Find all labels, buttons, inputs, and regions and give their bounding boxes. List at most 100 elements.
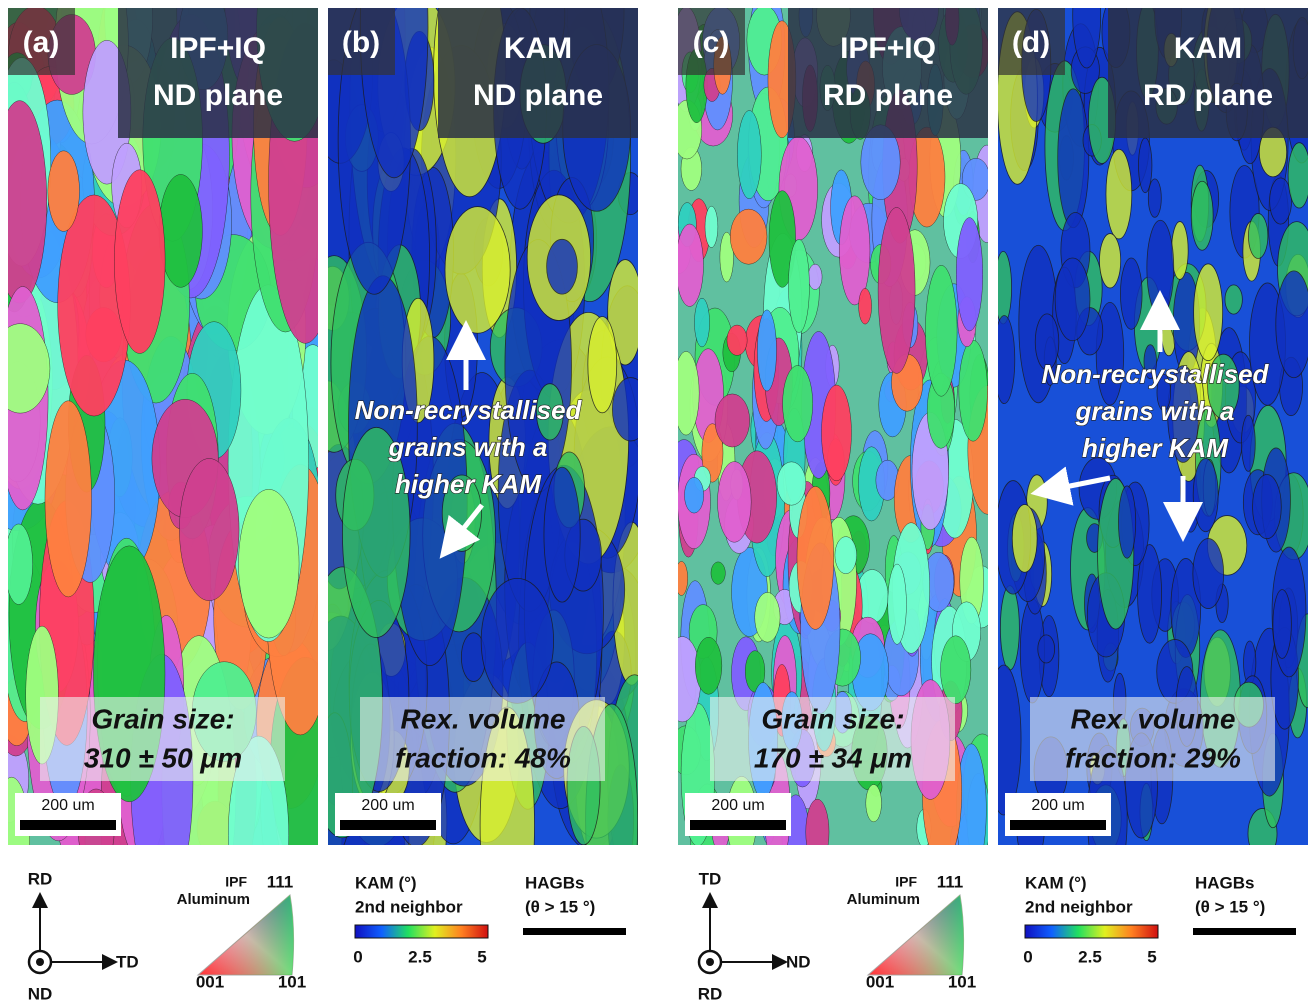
grain <box>543 466 581 603</box>
hagb-line <box>1193 928 1296 935</box>
grain <box>1156 373 1172 412</box>
grain <box>1192 458 1219 533</box>
grain <box>1037 634 1056 664</box>
grain <box>788 239 810 333</box>
grain <box>678 223 704 307</box>
kam-tick: 2.5 <box>1078 947 1102 966</box>
caption: Grain size: <box>91 703 234 734</box>
hagb-line <box>523 928 626 935</box>
grain <box>998 315 1016 405</box>
grain <box>1072 8 1102 69</box>
panel-title: RD plane <box>823 79 953 112</box>
caption-box <box>40 697 285 781</box>
kam-tick: 5 <box>1147 947 1156 966</box>
ipf-title: IPF <box>225 874 247 890</box>
grain <box>1167 365 1199 463</box>
grain <box>587 316 618 414</box>
grain <box>1192 538 1225 609</box>
annotation: grains with a <box>388 432 548 462</box>
annotation: Non-recrystallised <box>355 395 583 425</box>
grain <box>1099 233 1122 289</box>
grain <box>1120 257 1143 330</box>
hagb-subtitle: (θ > 15 °) <box>525 897 595 916</box>
grain <box>958 340 988 442</box>
grain <box>44 400 92 598</box>
axis-out <box>697 949 723 975</box>
caption-box <box>1030 697 1275 781</box>
kam-subtitle: 2nd neighbor <box>355 897 463 916</box>
label-box <box>998 8 1065 75</box>
kam-tick: 0 <box>353 947 362 966</box>
grain <box>998 251 1013 325</box>
grain <box>1095 301 1125 406</box>
grain <box>726 324 748 356</box>
panel-label: (a) <box>23 26 60 59</box>
scale-bar <box>690 820 786 830</box>
grain <box>1105 148 1133 240</box>
grain <box>694 297 710 348</box>
kam-title: KAM (°) <box>355 873 417 892</box>
grain <box>607 259 638 366</box>
grain <box>956 217 983 332</box>
grain <box>1146 219 1175 317</box>
grain <box>238 489 300 639</box>
grain <box>546 238 578 295</box>
caption: fraction: 29% <box>1065 742 1241 773</box>
grain <box>678 351 700 436</box>
grain <box>719 231 734 283</box>
grain <box>1275 270 1308 379</box>
grain <box>710 561 726 585</box>
grain <box>1224 284 1243 315</box>
grain <box>444 206 511 334</box>
ipf-triangle-overlay <box>868 895 964 975</box>
grain <box>1190 180 1214 251</box>
annotation: higher KAM <box>1082 433 1229 463</box>
grain <box>535 383 564 441</box>
panel-title: ND plane <box>473 79 603 112</box>
caption: Grain size: <box>761 703 904 734</box>
kam-colorbar <box>1024 924 1159 939</box>
axis-out-label: ND <box>28 984 53 1003</box>
grain <box>179 458 240 601</box>
ipf-corner: 111 <box>267 872 294 891</box>
ipf-title: IPF <box>895 874 917 890</box>
grain <box>1252 474 1282 540</box>
grain <box>684 477 704 514</box>
panel-label: (d) <box>1012 26 1050 59</box>
panel-title: KAM <box>504 32 572 65</box>
grain <box>612 377 638 442</box>
grain <box>839 195 871 306</box>
scale-label: 200 um <box>41 797 94 814</box>
scale-bar <box>1010 820 1106 830</box>
label-box <box>328 8 395 75</box>
grain <box>1011 504 1038 573</box>
title-box <box>788 8 988 138</box>
grain <box>1248 213 1269 259</box>
grain <box>1193 263 1224 362</box>
title-box <box>1108 8 1308 138</box>
grain <box>887 563 907 645</box>
scale-label: 200 um <box>711 797 764 814</box>
grain <box>925 265 958 397</box>
grain <box>114 169 166 354</box>
grain <box>717 461 752 543</box>
grain <box>678 636 702 723</box>
panel-title: ND plane <box>153 79 283 112</box>
ipf-corner: 101 <box>278 972 306 991</box>
grain <box>730 208 768 265</box>
grain <box>796 486 834 630</box>
grain <box>704 205 719 248</box>
ipf-corner: 001 <box>866 972 894 991</box>
caption: fraction: 48% <box>395 742 571 773</box>
grain <box>1054 257 1091 342</box>
grain <box>1147 178 1162 218</box>
axis-up: TD <box>699 869 722 888</box>
arrow <box>1030 466 1111 506</box>
hagb-subtitle: (θ > 15 °) <box>1195 897 1265 916</box>
grain <box>1272 589 1292 659</box>
grain <box>1269 177 1292 225</box>
kam-tick: 2.5 <box>408 947 432 966</box>
arrow <box>439 503 484 559</box>
